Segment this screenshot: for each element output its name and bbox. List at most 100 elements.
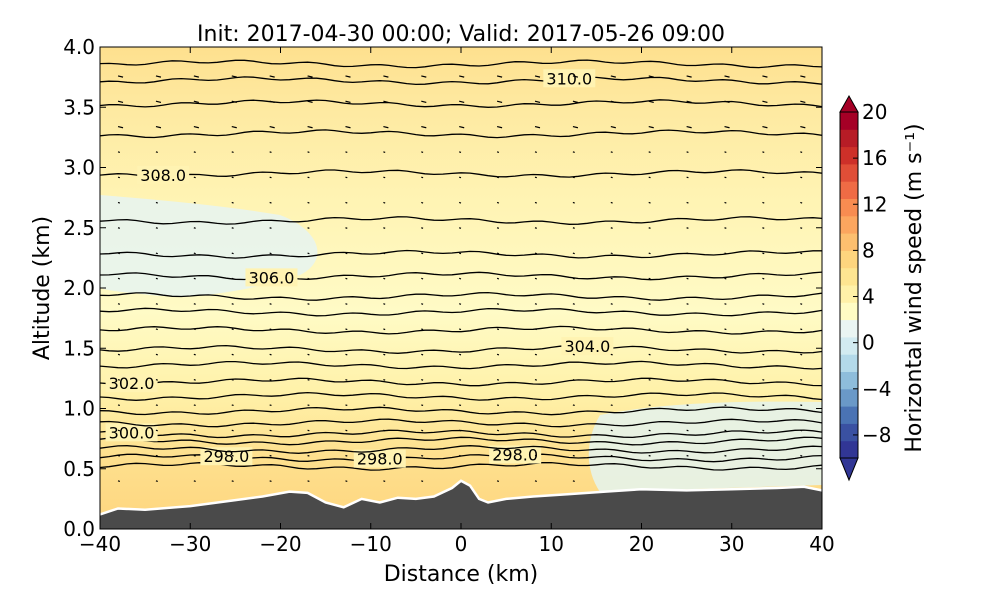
wind-vector [345,151,348,154]
wind-vector [231,379,234,381]
wind-vector [648,125,654,129]
wind-vector [269,252,272,255]
wind-vector [572,176,575,179]
colorbar-label: Horizontal wind speed (m s⁻¹) [902,123,927,452]
theta-contour-line [100,271,822,281]
colorbar-segment [840,319,858,338]
wind-vector [383,151,386,154]
wind-vector [800,201,803,204]
wind-vector [345,125,351,129]
colorbar-segment [840,112,858,130]
colorbar-tick-label: −8 [862,423,891,447]
wind-vector [572,303,575,305]
x-tick-label: 20 [629,532,654,556]
wind-vector [231,151,234,154]
contour-label: 308.0 [140,166,186,185]
wind-vector [117,328,121,331]
contour-label-bg [561,337,614,356]
wind-vector [231,100,237,104]
wind-vector [421,404,424,407]
wind-vector [155,429,158,432]
wind-vector [648,151,651,154]
wind-vector [459,454,462,457]
wind-vector [572,454,575,457]
wind-vector [383,328,386,331]
colorbar-segment [840,129,858,148]
colorbar-segment [840,440,858,459]
wind-vector [800,429,803,432]
wind-vector [534,353,537,356]
y-tick-label: 2.0 [63,276,95,300]
wind-vector [496,328,500,331]
colorbar-segment [840,267,858,286]
wind-vector [762,328,765,331]
wind-vector [345,429,348,432]
wind-vector [610,379,613,381]
wind-vector [345,75,351,78]
wind-vector [193,454,196,457]
wind-vector [155,252,158,255]
wind-vector [534,379,537,381]
y-tick-label: 3.5 [63,95,95,119]
wind-vector [762,379,765,381]
wind-vector [762,252,765,255]
wind-vector [155,75,162,78]
wind-vector [496,277,500,280]
wind-vector [572,328,575,331]
colorbar-segment [840,163,858,182]
wind-vector [269,176,272,179]
wind-vector [193,353,196,356]
wind-vector [269,328,272,331]
wind-vector [534,277,537,280]
wind-vector [269,201,272,204]
wind-vector [117,404,121,407]
wind-vector [572,227,575,229]
wind-vector [686,328,689,331]
wind-vector [421,125,427,129]
wind-vector [800,454,803,457]
wind-vector [724,353,727,356]
wind-vector [459,328,462,331]
wind-vector [459,353,462,356]
wind-vector [496,125,503,129]
colorbar-segment [840,146,858,165]
wind-vector [648,201,651,204]
colorbar-segment [840,336,858,355]
wind-vector [459,125,465,129]
theta-contour-line [100,436,822,446]
theta-contour-line [100,76,822,86]
wind-vector [572,201,575,204]
wind-vector [610,125,616,129]
wind-vector [800,404,803,407]
theta-contour-line [100,99,822,108]
wind-vector [800,252,803,255]
colorbar-segment [840,406,858,424]
wind-vector [534,75,541,78]
theta-contour-line [100,291,822,301]
wind-vector [307,353,310,356]
wind-vector [307,277,310,280]
wind-vector [496,100,503,104]
wind-vector [117,454,121,457]
wind-vector [572,100,579,104]
wind-vector [155,277,158,280]
wind-vector [117,75,124,78]
x-tick-label: −40 [79,532,121,556]
theta-contour-line [100,445,822,454]
wind-vector [269,353,272,356]
wind-vector [193,480,196,482]
wind-vector [534,303,537,305]
wind-vector [155,379,158,381]
wind-vector [496,201,500,204]
x-tick-label: 30 [719,532,744,556]
wind-vector [459,227,462,229]
x-tick-label: −30 [169,532,211,556]
wind-vector [155,176,158,179]
colorbar-tick-label: −4 [862,377,891,401]
colorbar-segment [840,371,858,390]
theta-contours: 298.0 298.0 298.0 300.0 302.0 304.0 306.0 308.0… [100,59,822,471]
wind-vector [572,429,575,432]
wind-vector [724,454,727,457]
wind-vector [307,151,310,154]
wind-vector [421,429,424,432]
